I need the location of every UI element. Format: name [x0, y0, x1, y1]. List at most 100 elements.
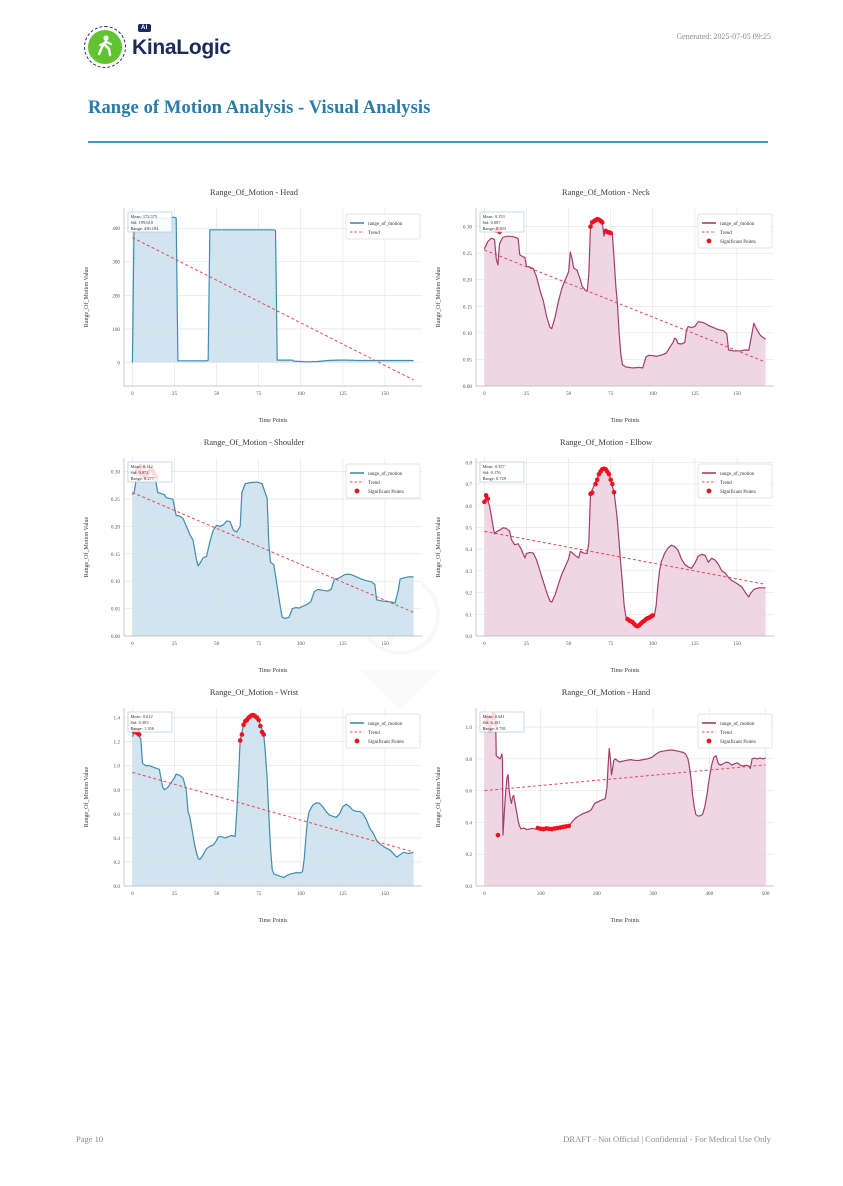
svg-text:25: 25 — [524, 641, 530, 647]
walking-person-icon — [97, 35, 113, 57]
stats-box — [127, 211, 173, 233]
trend-line — [484, 530, 766, 585]
significant-point — [608, 230, 613, 236]
svg-text:0.10: 0.10 — [111, 579, 120, 585]
svg-text:25: 25 — [172, 391, 178, 397]
svg-text:0: 0 — [483, 641, 486, 647]
chart-cell: Range_Of_Motion - Neck 0.00 0.05 0.10 0.15 0.… — [430, 180, 782, 430]
legend-box — [697, 713, 773, 749]
chart-plot: 0.00 0.05 0.10 0.15 0.20 0.25 0.30 0 25 50 75 100 12… — [435, 208, 774, 424]
svg-text:100: 100 — [297, 891, 305, 897]
svg-text:0: 0 — [483, 891, 486, 897]
svg-text:0.1: 0.1 — [466, 612, 473, 618]
series-area — [132, 468, 414, 636]
significant-point — [611, 489, 617, 495]
svg-text:0.5: 0.5 — [466, 525, 473, 531]
legend-label: Trend — [720, 481, 732, 486]
svg-text:0.30: 0.30 — [463, 225, 472, 231]
stats-box — [479, 461, 525, 483]
x-axis-label: Time Points — [259, 668, 289, 674]
y-axis-label: Range_Of_Motion Value — [83, 516, 90, 577]
svg-text:400: 400 — [112, 226, 120, 232]
chart-cell: Range_Of_Motion - Wrist 0.0 0.2 0.4 0.6 0.8 1.… — [78, 680, 430, 930]
svg-text:25: 25 — [172, 891, 178, 897]
svg-text:125: 125 — [691, 391, 699, 397]
legend-label: Trend — [368, 231, 380, 236]
svg-text:0.05: 0.05 — [463, 357, 472, 363]
significant-point — [593, 481, 598, 487]
svg-text:75: 75 — [608, 391, 614, 397]
significant-point — [237, 738, 243, 743]
significant-point — [482, 499, 487, 505]
stats-std: Std: 0.072 — [131, 470, 149, 475]
stats-std: Std: 0.087 — [483, 220, 502, 225]
logo-ring-icon — [84, 26, 126, 68]
svg-text:75: 75 — [256, 891, 262, 897]
chart-plot: 0.0 0.2 0.4 0.6 0.8 1.0 1.2 1.4 0 25 50 75 100 125 150… — [83, 708, 422, 924]
svg-text:100: 100 — [297, 391, 305, 397]
legend-label: Trend — [368, 731, 380, 736]
y-axis-label: Range_Of_Motion Value — [435, 766, 442, 827]
stats-mean: Mean: 0.153 — [483, 214, 506, 219]
legend-box — [697, 463, 773, 499]
series-area — [132, 715, 414, 886]
x-axis-label: Time Points — [611, 918, 641, 924]
legend-label: Trend — [720, 731, 732, 736]
stats-std: Std: 0.176 — [483, 470, 502, 475]
svg-text:0.20: 0.20 — [111, 524, 120, 530]
legend-label: Significant Points — [720, 240, 756, 245]
stats-box — [127, 461, 173, 483]
svg-text:0.6: 0.6 — [114, 812, 121, 818]
stats-std: Std: 0.191 — [483, 720, 501, 725]
chart-plot: 0.0 0.1 0.2 0.3 0.4 0.5 0.6 0.7 0.8 0 25 50 75 100 125… — [435, 458, 774, 674]
significant-point — [261, 732, 267, 737]
svg-text:50: 50 — [566, 391, 572, 397]
svg-text:0.30: 0.30 — [111, 470, 120, 476]
svg-text:75: 75 — [256, 641, 262, 647]
legend-label: Significant Points — [720, 740, 756, 745]
significant-point — [485, 496, 491, 502]
svg-text:50: 50 — [566, 641, 572, 647]
svg-text:0.10: 0.10 — [463, 331, 472, 337]
page-title: Range of Motion Analysis - Visual Analys… — [88, 98, 431, 118]
svg-text:0.3: 0.3 — [466, 569, 473, 575]
logo-ai-badge: AI — [138, 24, 151, 32]
stats-box — [479, 211, 525, 233]
stats-mean: Mean: 172.575 — [131, 214, 158, 219]
svg-text:0.05: 0.05 — [111, 607, 120, 613]
chart-title: Range_Of_Motion - Elbow — [559, 438, 653, 447]
legend-label: Significant Points — [720, 490, 756, 495]
svg-text:0.00: 0.00 — [111, 634, 120, 640]
svg-text:50: 50 — [214, 641, 220, 647]
svg-text:75: 75 — [608, 641, 614, 647]
series-area — [484, 219, 766, 386]
legend-label: Trend — [720, 231, 732, 236]
stats-mean: Mean: 0.641 — [483, 714, 505, 719]
series-line — [131, 216, 414, 363]
stats-box — [127, 711, 173, 733]
chart-cell: Range_Of_Motion - Head 0 100 200 300 400 0 25 50… — [78, 180, 430, 430]
significant-point — [256, 717, 261, 723]
title-block: Range of Motion Analysis - Visual Analys… — [88, 98, 768, 143]
x-axis-label: Time Points — [611, 668, 641, 674]
svg-text:0.15: 0.15 — [463, 304, 472, 310]
page-number: Page 10 — [76, 1134, 104, 1144]
series-area — [132, 217, 414, 363]
svg-text:150: 150 — [381, 641, 389, 647]
legend-box — [345, 713, 421, 749]
significant-point — [589, 490, 595, 496]
svg-text:0.2: 0.2 — [114, 860, 121, 866]
svg-text:100: 100 — [537, 891, 545, 897]
chart-cell: Range_Of_Motion - Hand 0.0 0.2 0.4 0.6 0.8 1.0… — [430, 680, 782, 930]
chart-cell: Range_Of_Motion - Elbow 0.0 0.1 0.2 0.3 0.4 0.… — [430, 430, 782, 680]
stats-std: Std: 0.383 — [131, 720, 150, 725]
svg-text:200: 200 — [593, 891, 601, 897]
series-line — [483, 468, 766, 627]
svg-text:0.0: 0.0 — [466, 884, 473, 890]
series-line — [131, 468, 414, 620]
svg-text:150: 150 — [381, 891, 389, 897]
trend-line — [132, 237, 414, 381]
stats-range: Range: 0.277 — [131, 476, 155, 481]
svg-text:0.0: 0.0 — [466, 634, 473, 640]
